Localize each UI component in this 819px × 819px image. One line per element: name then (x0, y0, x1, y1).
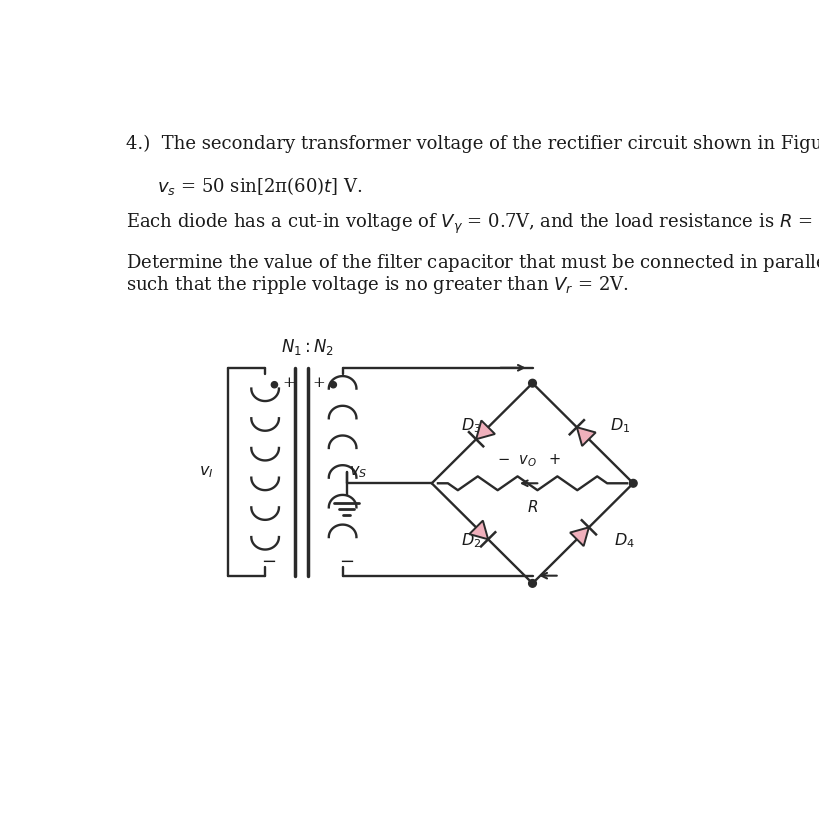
Circle shape (528, 580, 536, 587)
Text: such that the ripple voltage is no greater than $V_r$ = 2V.: such that the ripple voltage is no great… (125, 274, 628, 296)
Circle shape (271, 382, 278, 388)
Circle shape (629, 479, 637, 487)
Polygon shape (570, 527, 589, 546)
Text: $v_I$: $v_I$ (199, 464, 214, 480)
Text: $-\ \ v_O\ \ +$: $-\ \ v_O\ \ +$ (496, 453, 560, 469)
Polygon shape (476, 420, 495, 439)
Text: +: + (313, 376, 326, 390)
Circle shape (528, 379, 536, 387)
Text: $v_S$: $v_S$ (349, 464, 367, 480)
Text: Each diode has a cut-in voltage of $V_\gamma$ = 0.7V, and the load resistance is: Each diode has a cut-in voltage of $V_\g… (125, 212, 819, 237)
Text: −: − (339, 553, 354, 571)
Text: Determine the value of the filter capacitor that must be connected in parallel w: Determine the value of the filter capaci… (125, 252, 819, 274)
Text: $D_1$: $D_1$ (610, 416, 631, 435)
Polygon shape (577, 428, 595, 446)
Text: $R$: $R$ (527, 499, 538, 514)
Text: $D_4$: $D_4$ (614, 532, 635, 550)
Text: −: − (261, 553, 276, 571)
Polygon shape (469, 521, 488, 540)
Text: +: + (283, 376, 295, 390)
Circle shape (330, 382, 337, 388)
Text: $N_1 : N_2$: $N_1 : N_2$ (281, 337, 334, 357)
Text: $D_3$: $D_3$ (461, 416, 482, 435)
Text: 4.)  The secondary transformer voltage of the rectifier circuit shown in Figure : 4.) The secondary transformer voltage of… (125, 135, 819, 153)
Text: $v_s$ = 50 sin[2π(60)$t$] V.: $v_s$ = 50 sin[2π(60)$t$] V. (156, 175, 362, 197)
Text: $D_2$: $D_2$ (461, 532, 482, 550)
